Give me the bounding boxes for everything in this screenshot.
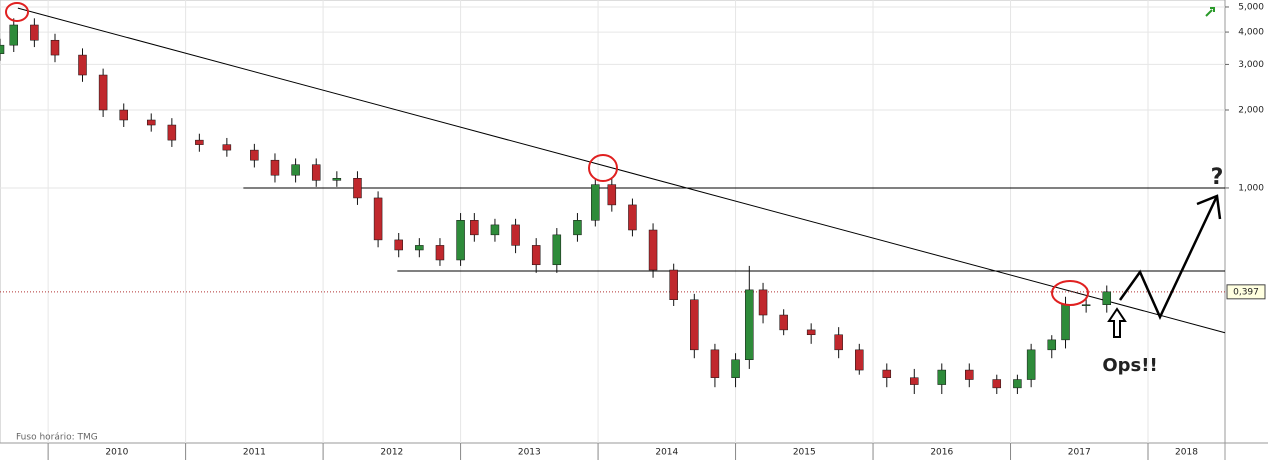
candle-body [470,220,479,236]
y-tick-label: 4,000 [1238,28,1264,38]
candles [0,18,1112,395]
question-mark: ? [1211,165,1224,190]
x-tick-label: 2015 [793,448,816,458]
up-arrow [1107,307,1127,338]
candle-body [511,224,520,246]
candle-body [456,220,465,261]
candle-body [690,299,699,351]
highlight-circles [5,2,1089,306]
ops-note: Ops!! [1102,355,1157,376]
candle-body [353,178,362,199]
drawings [0,7,1226,334]
circle [588,154,618,182]
x-tick-label: 2013 [518,448,541,458]
candle-body [490,224,500,236]
candle-body [1026,349,1036,380]
y-tick-label: 3,000 [1238,60,1264,70]
candle-body [710,349,720,378]
candle-body [573,220,582,236]
candle-body [855,349,864,371]
plot-area [0,0,1226,444]
candle-body [806,329,816,336]
x-tick-label: 2014 [655,448,678,458]
candle-body [779,314,788,331]
candle-body [270,159,280,176]
candle-body [78,54,87,76]
candle-body [591,184,600,221]
candle-body [669,269,678,301]
candle-body [167,124,177,141]
candle-body [965,369,974,380]
candle-body [195,139,204,145]
trend-icon [1205,7,1215,17]
candle-body [9,24,18,46]
last-price-label: 0,397 [1233,287,1259,297]
candle-body [992,379,1002,389]
candle-body [50,39,60,56]
candle-body [758,289,768,316]
x-tick-label: 2012 [380,448,403,458]
candle-body [552,234,562,266]
candle-body [745,289,754,361]
candle-body [607,184,617,206]
candle-body [731,359,740,378]
x-tick-label: 2018 [1175,448,1198,458]
circle [1051,280,1089,306]
x-tick-label: 2011 [243,448,266,458]
x-tick-label: 2016 [930,448,953,458]
y-tick-label: 1,000 [1238,183,1264,193]
candle-body [937,369,947,385]
candle-body [250,149,259,161]
candle-body [1061,304,1070,341]
circle [5,2,29,22]
candle-body [531,245,541,266]
candle-body [834,334,843,351]
candle-body [435,245,445,261]
candle-body [1047,339,1057,351]
timezone-note: Fuso horário: TMG [16,433,98,443]
candle-body [882,369,892,378]
candle-body [0,44,5,54]
candle-body [311,164,321,181]
candle-body [373,197,383,241]
candle-body [98,74,108,111]
candle-body [628,204,637,231]
last-price-box [1226,284,1266,300]
candle-body [1102,291,1112,305]
candle-body [910,377,919,385]
candle-body [648,229,658,271]
x-tick-label: 2017 [1068,448,1091,458]
candle-body [394,239,403,251]
price-axis [1225,0,1268,460]
trendline [17,7,1226,334]
candle-body [222,144,232,151]
candle-body [146,119,156,126]
candle-body [291,164,300,176]
candle-body [1081,304,1091,306]
arrow-head [1196,194,1222,220]
y-tick-label: 2,000 [1238,106,1264,116]
candle-body [119,109,128,121]
candle-body [30,24,39,41]
candle-body [415,245,424,251]
candle-body [332,178,342,181]
x-tick-label: 2010 [105,448,128,458]
candle-body [1013,379,1022,389]
y-tick-label: 5,000 [1238,2,1264,12]
projection-arrow [1118,195,1219,321]
